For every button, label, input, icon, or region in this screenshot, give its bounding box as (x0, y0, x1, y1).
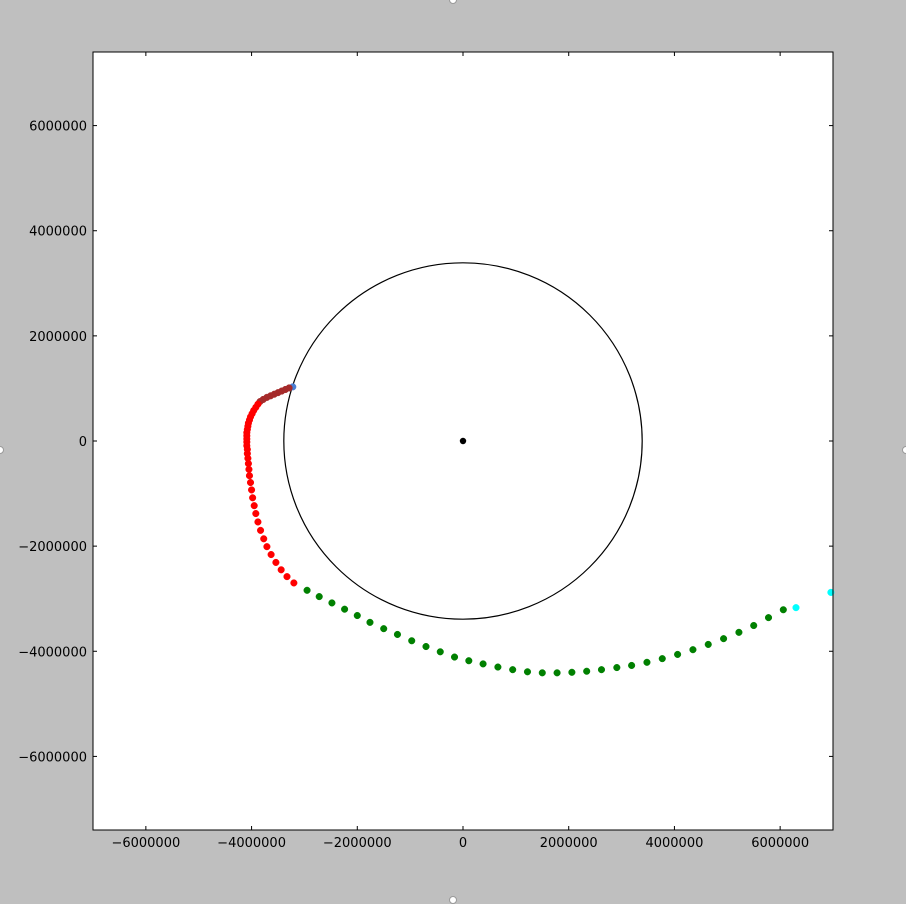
y-tick-label: −2000000 (18, 540, 87, 555)
data-point-s4-0 (792, 604, 800, 612)
data-point-s3-29 (720, 635, 728, 643)
data-point-s3-19 (568, 668, 576, 676)
y-tick-label: −6000000 (18, 750, 87, 765)
data-point-s3-12 (465, 657, 473, 665)
data-point-s2-18 (245, 465, 253, 473)
center-point (459, 437, 467, 445)
data-point-s3-30 (735, 628, 743, 636)
data-point-s3-5 (366, 618, 374, 626)
x-tick-label: −4000000 (217, 836, 286, 851)
data-point-s2-21 (248, 486, 256, 494)
resize-handle-right[interactable] (902, 446, 906, 454)
y-tick-label: −4000000 (18, 645, 87, 660)
data-point-s3-17 (538, 669, 546, 677)
data-point-s2-24 (252, 509, 260, 518)
y-tick-label: 0 (79, 435, 87, 450)
data-point-s3-27 (689, 646, 697, 654)
data-point-s3-16 (523, 668, 532, 676)
data-point-s2-19 (245, 472, 254, 480)
data-point-s3-23 (628, 661, 636, 670)
data-point-s3-22 (613, 664, 621, 672)
x-tick-label: 2000000 (540, 836, 598, 851)
x-tick-label: −2000000 (323, 836, 392, 851)
data-point-s3-4 (353, 611, 361, 620)
data-point-s3-31 (750, 621, 758, 630)
data-point-s3-9 (422, 642, 430, 651)
data-point-s3-0 (303, 586, 311, 594)
reference-circle (283, 262, 643, 620)
data-point-s3-6 (380, 625, 388, 633)
data-point-s3-13 (479, 660, 487, 668)
data-point-s3-1 (315, 593, 323, 601)
data-point-s3-21 (597, 666, 606, 674)
data-point-s3-14 (494, 663, 502, 671)
x-tick-label: 0 (459, 836, 467, 851)
data-point-s3-10 (436, 648, 444, 656)
data-point-s3-15 (509, 666, 517, 674)
data-point-s2-27 (260, 535, 268, 543)
data-point-s3-25 (658, 655, 666, 663)
data-point-s2-23 (250, 502, 258, 510)
data-point-s2-29 (267, 550, 275, 559)
data-point-s2-22 (249, 494, 257, 502)
data-point-s2-32 (283, 573, 291, 581)
data-point-s2-31 (277, 566, 285, 574)
data-point-s3-11 (450, 653, 459, 661)
data-point-s2-28 (263, 543, 271, 551)
data-point-s3-3 (341, 605, 349, 613)
data-point-s2-33 (290, 579, 298, 587)
data-point-s3-33 (779, 606, 787, 614)
data-point-s2-20 (246, 478, 255, 487)
x-tick-label: −6000000 (111, 836, 180, 851)
data-point-s3-20 (583, 667, 591, 675)
data-point-s3-2 (328, 599, 336, 607)
data-point-s2-25 (254, 518, 262, 526)
data-point-s2-26 (257, 526, 265, 534)
y-tick-label: 6000000 (29, 120, 87, 135)
x-tick-label: 6000000 (751, 836, 809, 851)
data-point-s3-18 (553, 669, 561, 677)
data-point-s3-26 (674, 650, 682, 658)
y-tick-label: 4000000 (29, 225, 87, 240)
x-tick-label: 4000000 (645, 836, 703, 851)
data-point-s3-24 (643, 658, 651, 666)
data-point-s3-28 (704, 640, 712, 648)
y-tick-label: 2000000 (29, 330, 87, 345)
data-point-s3-7 (393, 630, 402, 638)
axes-frame (92, 51, 834, 831)
data-point-s3-8 (408, 637, 416, 645)
data-point-s2-30 (272, 558, 280, 566)
data-point-s3-32 (764, 614, 773, 622)
